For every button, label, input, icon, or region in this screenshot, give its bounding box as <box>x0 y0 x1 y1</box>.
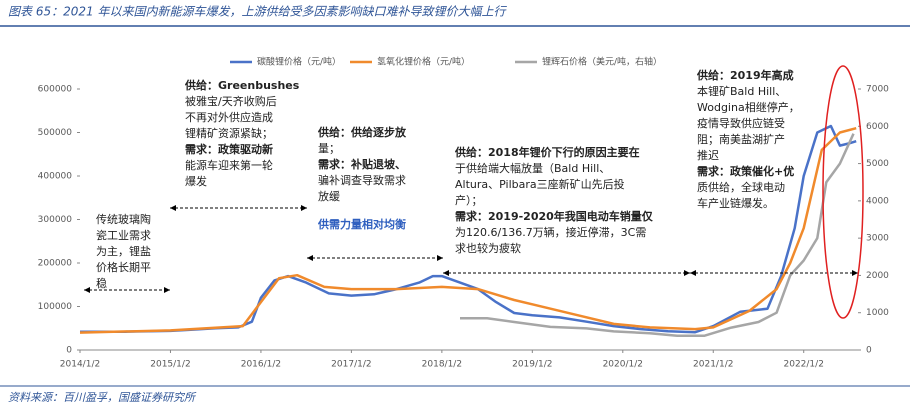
series-line <box>79 126 857 334</box>
legend-label: 氢氧化锂价格（元/吨） <box>377 56 470 68</box>
annotation: 需求：政策驱动新 <box>185 142 273 156</box>
x-tick-label: 2018/1/2 <box>422 360 462 370</box>
annotation: Wodgina相继停产， <box>697 100 800 114</box>
annotation: 能源车迎来第一轮 <box>185 158 273 172</box>
annotation: 供给：2019年高成 <box>696 68 794 82</box>
arrow-head <box>301 205 307 211</box>
annotation: 产）； <box>455 193 483 207</box>
annotation: 于供给端大幅放量（Bald Hill、 <box>455 161 610 175</box>
x-tick-label: 2014/1/2 <box>60 360 100 370</box>
annotation: 阻；南美盐湖扩产 <box>697 132 785 146</box>
y2-tick-label: 5000 <box>866 159 889 169</box>
chart-title: 图表 65：2021 年以来国内新能源车爆发，上游供给受多因素影响缺口难补导致锂… <box>8 5 507 19</box>
source: 资料来源：百川盈孚，国盛证券研究所 <box>8 391 197 404</box>
annotation: 车产业链爆发。 <box>697 196 774 210</box>
y-tick-label: 500000 <box>38 128 73 138</box>
arrow-head <box>307 255 313 261</box>
x-tick-label: 2017/1/2 <box>331 360 371 370</box>
annotation: 锂精矿资源紧缺； <box>185 126 273 140</box>
annotation: Altura、Pilbara三座新矿山先后投 <box>455 177 625 191</box>
y2-tick-label: 1000 <box>866 308 889 318</box>
x-tick-label: 2022/1/2 <box>784 360 824 370</box>
y2-tick-label: 0 <box>866 346 872 356</box>
annotation: 骗补调查导致需求 <box>318 173 406 187</box>
y-tick-label: 100000 <box>38 302 73 312</box>
y2-tick-label: 2000 <box>866 271 889 281</box>
y2-tick-label: 3000 <box>866 234 889 244</box>
arrow-head <box>164 287 170 293</box>
annotation: 供需力量相对均衡 <box>317 217 406 231</box>
y-tick-label: 300000 <box>38 215 73 225</box>
series-line <box>460 133 855 338</box>
annotation: 传统玻璃陶 <box>96 212 151 226</box>
y-tick-label: 0 <box>66 346 72 356</box>
annotation: 稳 <box>96 276 107 290</box>
annotation: 爆发 <box>185 174 207 188</box>
y-tick-label: 400000 <box>38 172 73 182</box>
arrow-head <box>170 205 176 211</box>
annotation: 放缓 <box>318 189 340 203</box>
annotation: 推迟 <box>697 148 719 162</box>
annotation: 供给：2018年锂价下行的原因主要在 <box>454 145 640 159</box>
annotation: 为120.6/136.7万辆，接近停滞，3C需 <box>455 225 646 239</box>
x-tick-label: 2016/1/2 <box>241 360 281 370</box>
highlight-ellipse <box>822 65 864 319</box>
plot: 0 100000 200000 300000 400000 500000 600000 0 10… <box>38 56 890 370</box>
legend-label: 锂辉石价格（美元/吨，右轴） <box>542 56 662 68</box>
arrow-head <box>690 270 696 276</box>
annotation: 价格长期平 <box>96 260 151 274</box>
annotation: 本锂矿Bald Hill、 <box>697 84 786 98</box>
y-tick-label: 600000 <box>38 85 73 95</box>
arrow-head <box>437 255 443 261</box>
annotation: 求也较为疲软 <box>455 241 521 255</box>
arrow-head <box>684 270 690 276</box>
annotation: 不再对外供应造成 <box>185 110 273 124</box>
x-tick-label: 2021/1/2 <box>693 360 733 370</box>
annotation: 质供给，全球电动 <box>697 180 785 194</box>
y2-tick-label: 6000 <box>866 122 889 132</box>
annotation: 疫情导致供应链受 <box>697 116 785 130</box>
annotation: 需求：2019-2020年我国电动车销量仅 <box>455 209 654 223</box>
annotation: 需求：补贴退坡、 <box>318 157 406 171</box>
annotation: 为主，锂盐 <box>96 244 151 258</box>
arrow-head <box>852 270 858 276</box>
legend-label: 碳酸锂价格（元/吨） <box>257 56 341 68</box>
x-tick-label: 2019/1/2 <box>512 360 552 370</box>
x-tick-label: 2020/1/2 <box>603 360 643 370</box>
annotation: 需求：政策催化+优 <box>697 164 794 178</box>
annotation: 被雅宝/天齐收购后 <box>185 94 277 108</box>
y-tick-label: 200000 <box>38 259 73 269</box>
y2-tick-label: 4000 <box>866 196 889 206</box>
y2-tick-label: 7000 <box>866 85 889 95</box>
annotation: 供给：供给逐步放 <box>317 125 407 139</box>
annotation: 瓷工业需求 <box>96 228 151 242</box>
arrow-head <box>84 287 90 293</box>
annotation: 供给：Greenbushes <box>184 78 300 92</box>
annotation: 量； <box>318 142 340 155</box>
x-tick-label: 2015/1/2 <box>150 360 190 370</box>
arrow-head <box>443 270 449 276</box>
